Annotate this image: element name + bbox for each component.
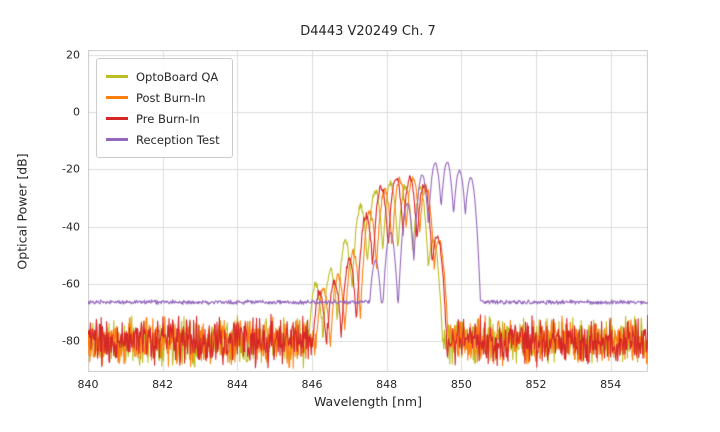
x-tick-label: 842 [152, 378, 174, 391]
legend-item: Reception Test [106, 129, 220, 150]
legend-label: Post Burn-In [136, 90, 206, 105]
legend-line-swatch [106, 117, 128, 120]
x-axis-label: Wavelength [nm] [314, 394, 422, 409]
x-tick-label: 846 [301, 378, 323, 391]
legend-item: Post Burn-In [106, 87, 220, 108]
x-tick-label: 840 [77, 378, 99, 391]
legend-label: Pre Burn-In [136, 111, 200, 126]
legend-item: Pre Burn-In [106, 108, 220, 129]
legend-label: OptoBoard QA [136, 69, 219, 84]
x-tick-label: 852 [525, 378, 547, 391]
legend: OptoBoard QA Post Burn-In Pre Burn-In Recep… [96, 58, 233, 158]
y-tick-label: -40 [62, 220, 80, 234]
y-axis-label: Optical Power [dB] [14, 153, 30, 270]
y-tick-label: -80 [62, 334, 80, 348]
y-tick-label: 0 [73, 105, 80, 119]
x-tick-label: 848 [376, 378, 398, 391]
x-tick-label: 844 [226, 378, 248, 391]
legend-line-swatch [106, 96, 128, 99]
y-tick-label: 20 [66, 48, 80, 62]
y-tick-label: -60 [62, 277, 80, 291]
chart-title: D4443 V20249 Ch. 7 [300, 24, 436, 39]
y-tick-label: -20 [62, 162, 80, 176]
legend-item: OptoBoard QA [106, 66, 220, 87]
legend-line-swatch [106, 138, 128, 141]
legend-line-swatch [106, 75, 128, 78]
legend-label: Reception Test [136, 132, 220, 147]
x-tick-label: 850 [450, 378, 472, 391]
x-tick-label: 854 [600, 378, 622, 391]
